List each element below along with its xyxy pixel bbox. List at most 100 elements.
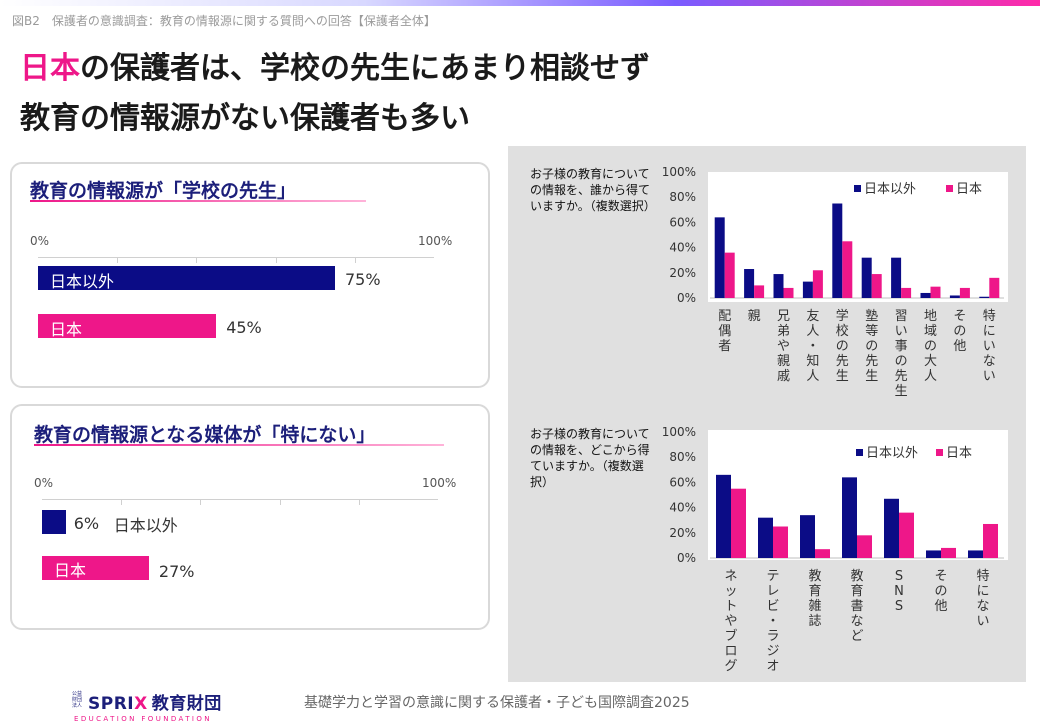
logo-sprix: SPRI bbox=[88, 694, 135, 714]
card2-tick bbox=[280, 499, 281, 505]
chart1-category-label: 兄弟や親戚 bbox=[777, 309, 790, 384]
chart2-y-tick-label: 0% bbox=[677, 551, 696, 565]
card1-tick bbox=[276, 257, 277, 263]
chart2-legend-swatch bbox=[936, 449, 943, 456]
chart2-category-label: ネットやブログ bbox=[724, 569, 737, 674]
card1-axis-max: 100% bbox=[418, 234, 453, 248]
chart1-bar-japan bbox=[959, 287, 970, 298]
chart1-bar-outside-japan bbox=[979, 296, 990, 298]
chart1-bar-outside-japan bbox=[861, 257, 872, 298]
chart1-svg: 0% 20% 40% 60% 80% 100% 配偶者 親 兄弟や親戚 友人・知人 学校の先生 塾等の… bbox=[662, 165, 1004, 399]
chart2-bar-japan bbox=[815, 549, 830, 558]
chart1-category-label: 友人・知人 bbox=[806, 308, 819, 384]
chart1-y-tick-label: 100% bbox=[662, 165, 696, 179]
chart2-bar-outside-japan bbox=[716, 474, 731, 558]
chart1-bar-outside-japan bbox=[773, 274, 784, 298]
chart2-legend-swatch bbox=[856, 449, 863, 456]
chart1-legend-label: 日本以外 bbox=[864, 182, 916, 197]
card2-bar-japan-value: 27% bbox=[158, 562, 195, 581]
chart1-y-tick-label: 20% bbox=[669, 266, 696, 280]
chart1-bar-outside-japan bbox=[802, 281, 813, 298]
chart1-y-tick-label: 40% bbox=[669, 241, 696, 255]
card2-bar-outside-japan-label: 日本以外 bbox=[113, 516, 178, 535]
card2-title: 教育の情報源となる媒体が「特にない」 bbox=[34, 424, 376, 446]
chart2-svg: 0% 20% 40% 60% 80% 100% ネットやブログ テレビ・ラジオ 教育雑誌 教育書な… bbox=[662, 425, 1004, 674]
card2-tick bbox=[121, 499, 122, 505]
card1-tick bbox=[117, 257, 118, 263]
chart1-bar-outside-japan bbox=[714, 217, 725, 298]
chart1-legend-swatch bbox=[854, 185, 861, 192]
chart1-y-tick-label: 0% bbox=[677, 291, 696, 305]
chart2-category-label: その他 bbox=[934, 569, 947, 614]
charts-panel: お子様の教育についての情報を、誰から得ていますか。（複数選択） 0% 20% 40%… bbox=[508, 146, 1026, 682]
chart1-bar-japan bbox=[754, 285, 765, 298]
chart1-bar-outside-japan bbox=[949, 295, 960, 298]
logo-jp: 教育財団 bbox=[151, 694, 222, 714]
card1-title: 教育の情報源が「学校の先生」 bbox=[30, 180, 297, 202]
card1-tick bbox=[196, 257, 197, 263]
chart1-question: お子様の教育についての情報を、誰から得ていますか。（複数選択） bbox=[530, 167, 656, 213]
chart1-bar-outside-japan bbox=[832, 203, 843, 298]
chart2-bar-outside-japan bbox=[758, 517, 773, 558]
card2-axis-min: 0% bbox=[34, 476, 54, 490]
chart2-bar-outside-japan bbox=[884, 498, 899, 558]
chart2-bar-japan bbox=[941, 547, 956, 558]
logo-main: SPRIX 教育財団 bbox=[74, 689, 222, 714]
chart1-bar-japan bbox=[724, 252, 735, 298]
chart2-category-label: 特にない bbox=[976, 569, 989, 629]
chart1-bar-outside-japan bbox=[744, 269, 755, 298]
chart1-bar-japan bbox=[812, 270, 823, 298]
chart1-bar-japan bbox=[842, 241, 853, 298]
card2-bar-japan-label: 日本 bbox=[54, 561, 87, 580]
chart2-category-label: テレビ・ラジオ bbox=[766, 569, 779, 674]
card1-tick bbox=[355, 257, 356, 263]
chart2-bar-japan bbox=[857, 535, 872, 558]
sprix-logo: 公益財団法人 SPRIX 教育財団 EDUCATION FOUNDATION bbox=[72, 689, 222, 723]
chart1-y-tick-label: 80% bbox=[669, 190, 696, 204]
card-no-media: 教育の情報源となる媒体が「特にない」 0% 100% 6% 日本以外 日本 27… bbox=[10, 404, 490, 630]
card2-title-underline bbox=[34, 444, 444, 446]
chart2-bar-outside-japan bbox=[926, 550, 941, 558]
chart2-question: お子様の教育についての情報を、どこから得ていますか。（複数選択） bbox=[530, 427, 650, 489]
chart1-category-label: 配偶者 bbox=[718, 309, 731, 354]
chart1-y-tick-label: 60% bbox=[669, 215, 696, 229]
headline-line2: 教育の情報源がない保護者も多い bbox=[20, 101, 470, 136]
chart1-category-label: 塾等の先生 bbox=[865, 308, 878, 384]
figure-label: 図B2 保護者の意識調査：教育の情報源に関する質問への回答【保護者全体】 bbox=[12, 14, 436, 28]
card1-bar-outside-japan-value: 75% bbox=[345, 270, 381, 289]
card1-bar-japan bbox=[38, 314, 217, 338]
chart1-bar-japan bbox=[901, 287, 912, 298]
card1-axis-line bbox=[38, 257, 434, 258]
card2-bar-japan bbox=[42, 556, 149, 580]
chart2-bar-japan bbox=[899, 512, 914, 558]
chart2-legend-label: 日本以外 bbox=[866, 446, 918, 461]
chart1-legend-swatch bbox=[946, 185, 953, 192]
chart2-y-tick-label: 100% bbox=[662, 425, 696, 439]
chart2-category-label: 教育雑誌 bbox=[808, 568, 821, 629]
chart2-category-label: 教育書など bbox=[850, 568, 863, 644]
chart1-category-label: 特にいない bbox=[983, 309, 996, 384]
chart1-category-label: 学校の先生 bbox=[836, 308, 849, 384]
chart2-legend-label: 日本 bbox=[946, 446, 972, 461]
chart2-bar-outside-japan bbox=[968, 550, 983, 558]
chart1-bar-outside-japan bbox=[920, 292, 931, 298]
headline-line1-rest: の保護者は、学校の先生にあまり相談せず bbox=[80, 51, 650, 86]
card2-tick bbox=[359, 499, 360, 505]
card-school-teacher: 教育の情報源が「学校の先生」 0% 100% 日本以外 75% 日本 45% bbox=[10, 162, 490, 388]
headline-highlight: 日本 bbox=[20, 51, 80, 86]
logo-x: X bbox=[134, 694, 148, 714]
chart1-category-label: その他 bbox=[953, 309, 966, 354]
chart1-bar-japan bbox=[930, 286, 941, 298]
card1-bar-japan-value: 45% bbox=[226, 318, 262, 337]
chart1-category-label: 習い事の先生 bbox=[895, 309, 908, 399]
chart2-bar-outside-japan bbox=[842, 477, 857, 558]
headline-line1: 日本の保護者は、学校の先生にあまり相談せず bbox=[20, 44, 650, 94]
card2-bar-outside-japan-value: 6% bbox=[73, 514, 100, 533]
card2-tick bbox=[200, 499, 201, 505]
footer-text: 基礎学力と学習の意識に関する保護者・子ども国際調査2025 bbox=[304, 695, 690, 711]
card1-axis-min: 0% bbox=[30, 234, 50, 248]
chart1-bar-japan bbox=[871, 274, 882, 298]
card1-title-underline bbox=[30, 200, 366, 202]
chart1-bar-japan bbox=[989, 277, 1000, 298]
chart2-y-tick-label: 40% bbox=[669, 501, 696, 515]
